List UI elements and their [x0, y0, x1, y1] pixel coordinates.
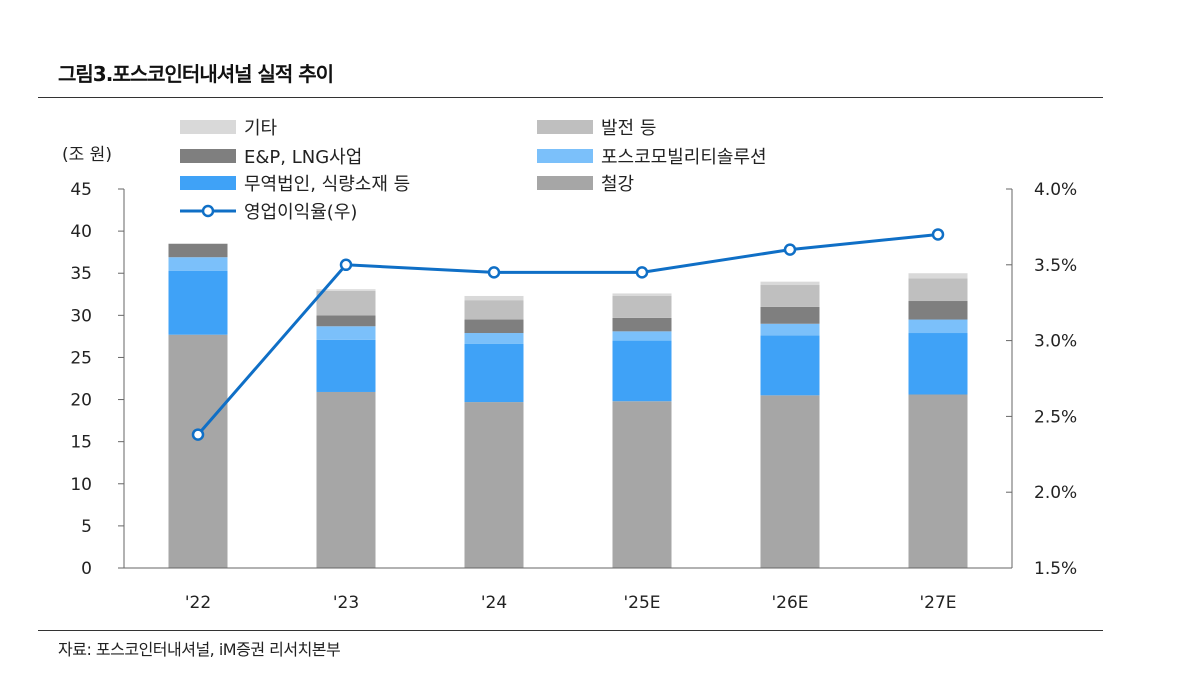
margin-point	[783, 243, 797, 256]
bar-segment	[316, 339, 376, 392]
bar-segment	[760, 335, 820, 396]
legend-swatch	[537, 120, 593, 134]
bar-segment	[464, 300, 524, 320]
left-tick-label: 40	[70, 222, 92, 242]
x-tick-label: '23	[333, 593, 359, 613]
legend-label: E&P, LNG사업	[244, 147, 362, 168]
bar-segment	[908, 301, 968, 320]
legend-swatch	[537, 176, 593, 190]
x-tick-label: '27E	[919, 593, 956, 613]
legend-swatch	[180, 149, 236, 163]
legend-label: 영업이익율(우)	[244, 202, 357, 223]
bar-segment	[316, 326, 376, 340]
bottom-divider	[38, 630, 1103, 631]
left-tick-label: 25	[70, 348, 92, 368]
bar-segment	[908, 278, 968, 302]
x-tick-label: '25E	[623, 593, 660, 613]
bar-segment	[316, 315, 376, 327]
bar-segment	[908, 319, 968, 334]
bar-segment	[760, 306, 820, 324]
margin-point	[487, 266, 501, 279]
right-tick-label: 3.5%	[1034, 256, 1077, 276]
bar-segment	[612, 293, 672, 296]
bar-segment	[760, 323, 820, 336]
left-tick-label: 15	[70, 433, 92, 453]
right-tick-label: 2.5%	[1034, 407, 1077, 427]
bar-segment	[612, 331, 672, 341]
bar-segment	[316, 391, 376, 568]
legend-label: 기타	[244, 118, 278, 139]
legend-label: 발전 등	[601, 118, 656, 139]
legend-swatch	[537, 149, 593, 163]
bar-segment	[908, 333, 968, 395]
margin-point	[931, 228, 945, 241]
x-tick-label: '22	[185, 593, 211, 613]
bar-segment	[612, 295, 672, 318]
legend-swatch	[180, 176, 236, 190]
bar-segment	[464, 343, 524, 403]
right-tick-label: 1.5%	[1034, 559, 1077, 579]
bar-segment	[464, 295, 524, 301]
right-tick-label: 2.0%	[1034, 483, 1077, 503]
left-tick-label: 20	[70, 391, 92, 411]
right-tick-label: 3.0%	[1034, 332, 1077, 352]
legend-swatch	[180, 120, 236, 134]
bar-segment	[908, 273, 968, 279]
left-tick-label: 45	[70, 180, 92, 200]
bar-segment	[168, 257, 228, 271]
margin-point	[635, 266, 649, 279]
left-tick-label: 5	[81, 517, 92, 537]
left-tick-label: 30	[70, 306, 92, 326]
bar-segment	[612, 401, 672, 568]
bar-segment	[612, 340, 672, 402]
legend-label: 무역법인, 식량소재 등	[244, 174, 410, 195]
left-tick-label: 35	[70, 264, 92, 284]
bar-segment	[760, 395, 820, 568]
bar-segment	[612, 317, 672, 332]
figure-title: 그림3.포스코인터내셔널 실적 추이	[58, 62, 334, 86]
bar-segment	[464, 319, 524, 334]
bar-segment	[168, 243, 228, 258]
bar-segment	[464, 333, 524, 344]
margin-point	[191, 428, 205, 441]
bar-segment	[316, 289, 376, 291]
bar-segment	[464, 402, 524, 568]
bar-segment	[760, 281, 820, 286]
left-tick-label: 10	[70, 475, 92, 495]
x-tick-label: '24	[481, 593, 507, 613]
legend-label: 철강	[601, 174, 634, 195]
margin-line	[196, 232, 939, 436]
bar-segment	[168, 334, 228, 568]
legend-label: 포스코모빌리티솔루션	[601, 147, 767, 168]
x-tick-label: '26E	[771, 593, 808, 613]
margin-point	[339, 258, 353, 272]
source-note: 자료: 포스코인터내셔널, iM증권 리서치본부	[58, 640, 341, 659]
legend-marker	[201, 204, 215, 218]
right-tick-label: 4.0%	[1034, 180, 1077, 200]
left-tick-label: 0	[81, 559, 92, 579]
bar-segment	[168, 270, 228, 335]
y-axis-unit: (조 원)	[62, 145, 112, 165]
top-divider	[38, 97, 1103, 98]
bar-segment	[760, 285, 820, 307]
bar-segment	[908, 394, 968, 568]
bar-segment	[316, 290, 376, 316]
